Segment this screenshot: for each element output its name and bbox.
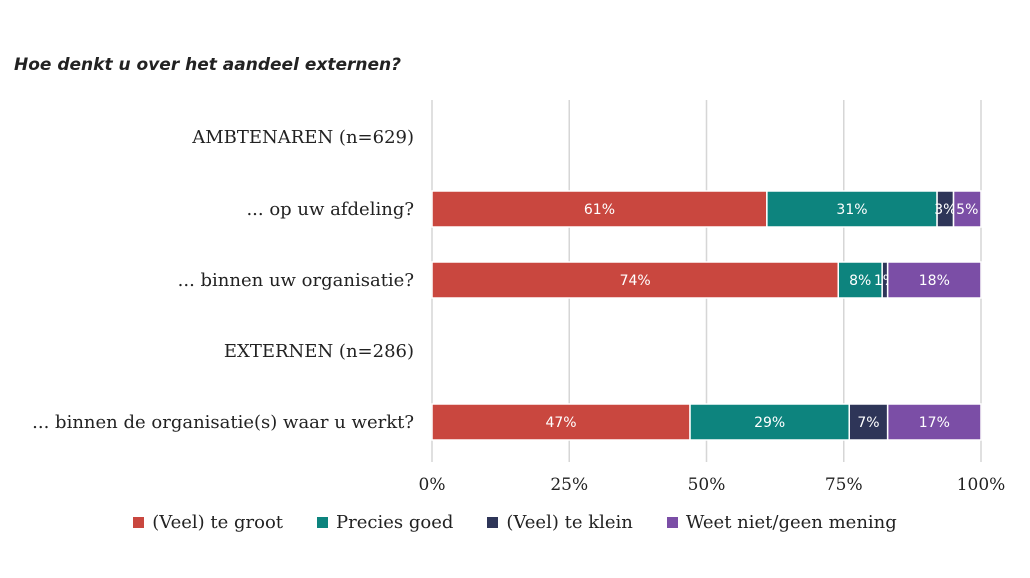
bar-data-label: 47% [545,415,576,431]
bar-segment [848,403,889,441]
legend-label-weet-niet: Weet niet/geen mening [685,512,897,533]
legend-item-veel-te-groot: (Veel) te groot [133,512,283,533]
bar-data-label: 18% [919,273,950,289]
bar-segment [886,261,982,299]
bar-data-label: 29% [754,415,785,431]
legend-swatch-veel-te-groot [133,517,145,528]
legend-item-weet-niet: Weet niet/geen mening [666,512,897,533]
bar-segment [689,403,850,441]
x-tick-label: 25% [550,475,588,495]
x-tick-label: 50% [688,475,726,495]
bar-segment [431,403,691,441]
bar-segment [952,190,982,228]
legend: (Veel) te groot Precies goed (Veel) te k… [0,512,1030,533]
legend-label-veel-te-groot: (Veel) te groot [152,512,284,533]
bar-segment [837,261,883,299]
legend-swatch-weet-niet [666,517,678,528]
bar-data-label: 5% [956,202,978,218]
category-label: ... binnen uw organisatie? [178,270,414,291]
category-label: ... binnen de organisatie(s) waar u werk… [32,412,414,433]
bar-data-label: 31% [836,202,867,218]
bar-data-label: 8% [849,273,871,289]
bar-data-label: 3% [934,202,956,218]
x-tick-label: 75% [825,475,863,495]
category-label: ... op uw afdeling? [246,199,414,220]
bar-segment [886,403,982,441]
bar-segment [766,190,938,228]
bar-data-label: 61% [584,202,615,218]
category-label: EXTERNEN (n=286) [224,341,414,362]
bar-data-label: 74% [620,273,651,289]
legend-swatch-veel-te-klein [487,517,499,528]
legend-label-precies-goed: Precies goed [336,512,454,533]
x-tick-label: 0% [419,475,446,495]
legend-item-precies-goed: Precies goed [317,512,453,533]
legend-item-veel-te-klein: (Veel) te klein [487,512,633,533]
category-label: AMBTENAREN (n=629) [191,127,414,148]
legend-swatch-precies-goed [317,517,329,528]
bar-data-label: 17% [919,415,950,431]
bar-data-label: 7% [857,415,879,431]
chart-title: Hoe denkt u over het aandeel externen? [14,55,401,75]
x-tick-label: 100% [957,475,1006,495]
legend-label-veel-te-klein: (Veel) te klein [506,512,633,533]
bar-segment [431,261,840,299]
